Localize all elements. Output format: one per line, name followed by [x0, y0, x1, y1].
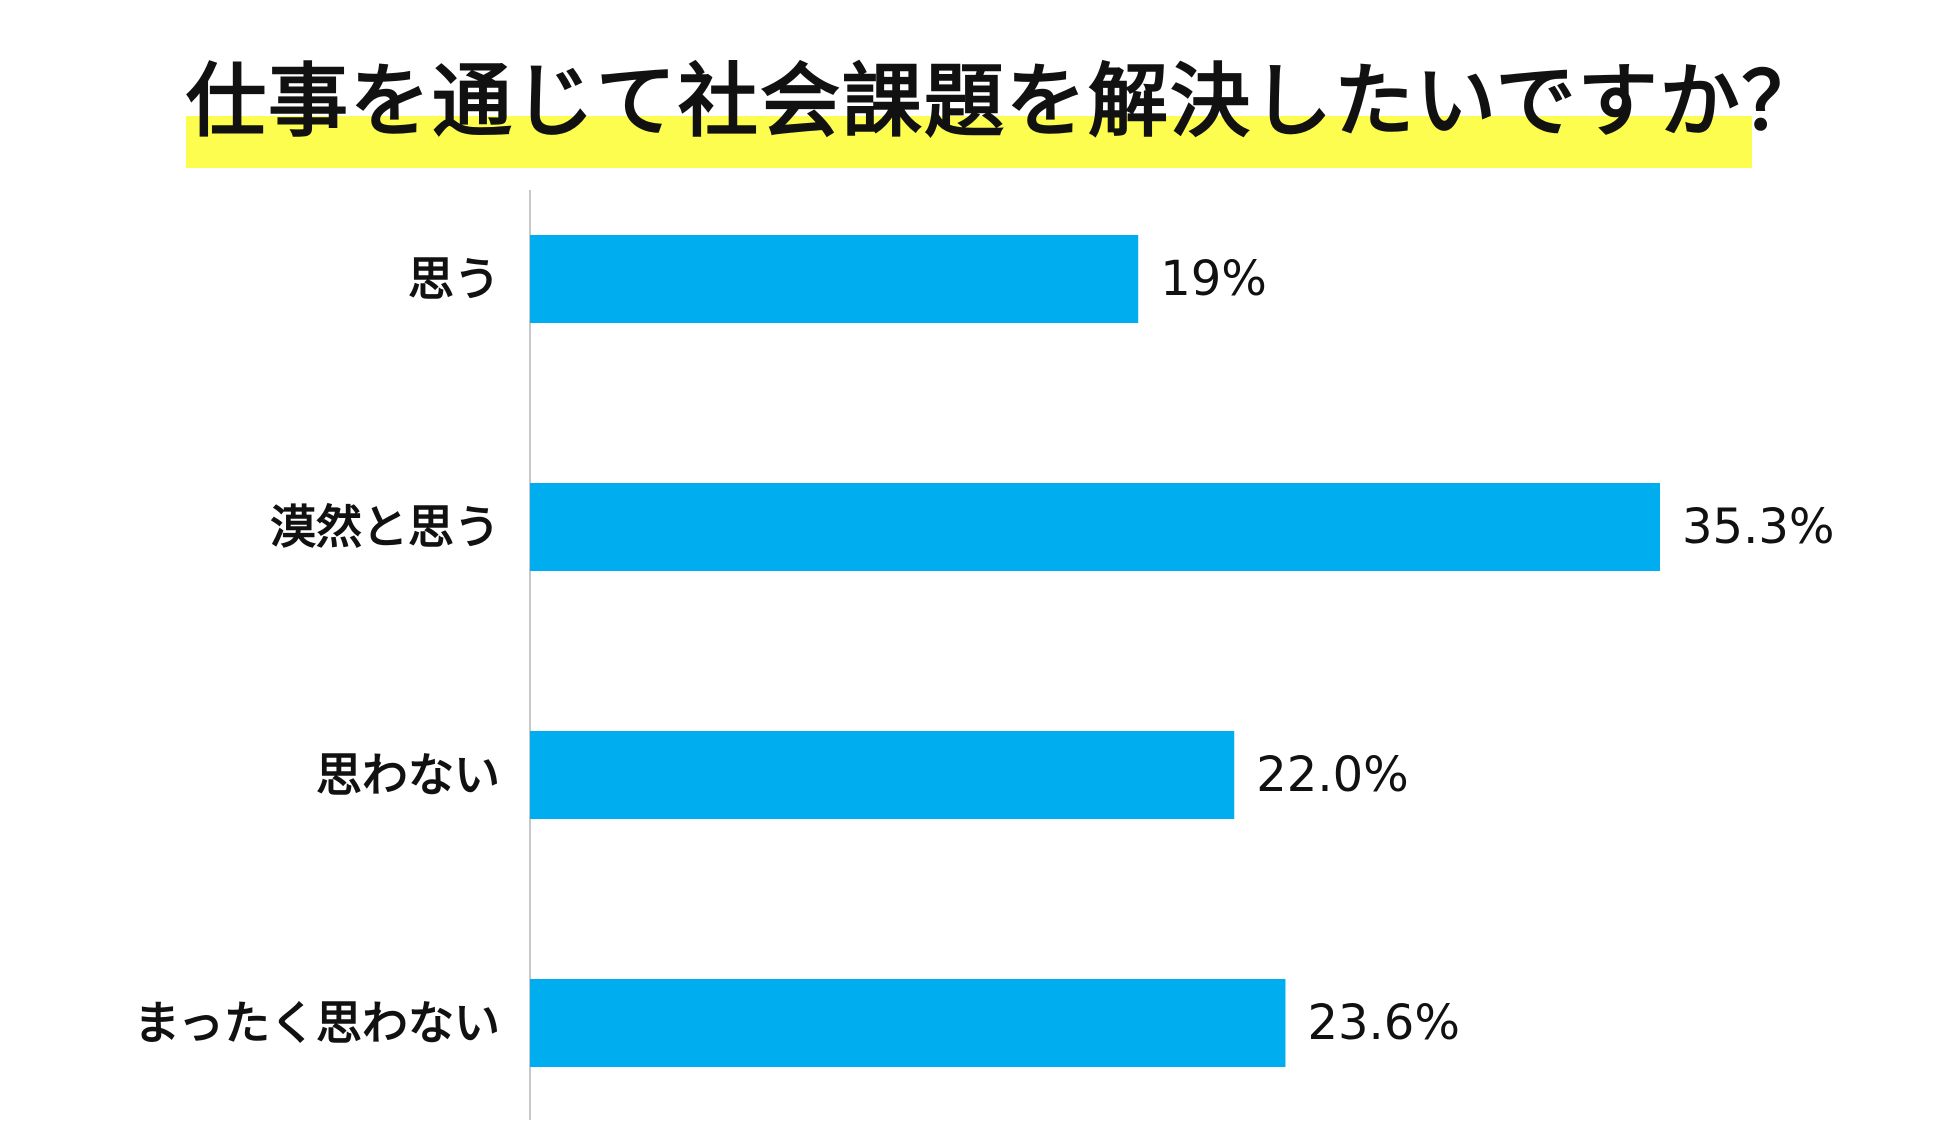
chart-title: 仕事を通じて社会課題を解決したいですか？: [186, 55, 1824, 148]
value-label-2: 35.3%: [1682, 499, 1834, 555]
category-label-2: 漠然と思う: [270, 500, 500, 554]
value-label-4: 23.6%: [1307, 995, 1459, 1051]
bar-3: [530, 731, 1235, 819]
value-label-3: 22.0%: [1256, 747, 1408, 803]
bar-1: [530, 235, 1139, 323]
value-label-1: 19%: [1160, 251, 1267, 307]
chart-title-block: 仕事を通じて社会課題を解決したいですか？: [186, 52, 1824, 172]
category-label-1: 思う: [408, 252, 500, 306]
bar-4: [530, 979, 1286, 1067]
title-highlight-band: [186, 116, 1752, 168]
category-label-3: 思わない: [316, 748, 500, 802]
bar-2: [530, 483, 1660, 571]
category-label-4: まったく思わない: [134, 996, 500, 1050]
